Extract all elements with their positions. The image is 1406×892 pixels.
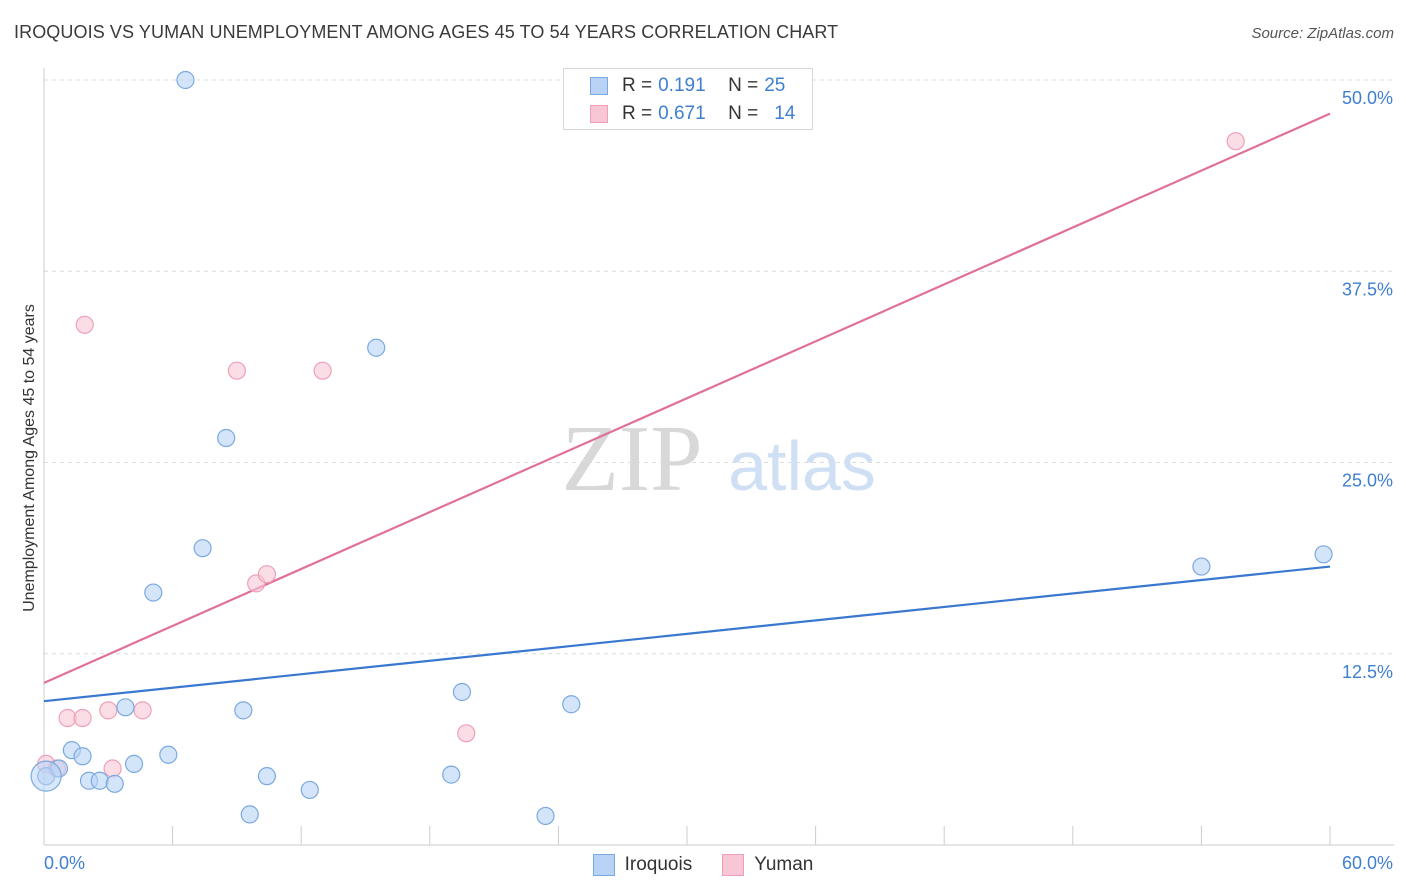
trend-line-iroquois — [43, 565, 1331, 703]
n-value: 25 — [764, 75, 786, 96]
r-value: 0.671 — [658, 103, 706, 124]
n-label: N = — [728, 103, 759, 124]
series-legend: Iroquois Yuman — [0, 852, 1406, 878]
point-iroquois — [105, 774, 124, 793]
trend-line-yuman — [43, 112, 1331, 684]
point-yuman — [457, 724, 476, 743]
scatter-points — [30, 70, 1333, 826]
point-iroquois — [159, 745, 178, 764]
y-tick-label: 50.0% — [1342, 88, 1393, 108]
watermark-zip: ZIP — [562, 407, 703, 511]
point-yuman — [1226, 132, 1245, 151]
point-iroquois — [73, 747, 92, 766]
correlation-legend: R = 0.191 N = 25 R = 0.671 N = 14 — [563, 68, 813, 130]
legend-label-iroquois: Iroquois — [624, 854, 693, 875]
r-label: R = — [622, 75, 653, 96]
point-iroquois — [193, 539, 212, 558]
point-iroquois — [176, 70, 195, 90]
point-iroquois — [367, 338, 386, 357]
n-value: 14 — [774, 103, 796, 124]
point-yuman — [257, 565, 277, 584]
point-iroquois — [90, 771, 109, 790]
point-yuman — [313, 361, 332, 380]
axes — [43, 68, 1394, 846]
y-tick-labels: 12.5% 25.0% 37.5% 50.0% — [1342, 88, 1393, 682]
point-iroquois — [562, 695, 581, 714]
y-tick-label: 12.5% — [1342, 662, 1393, 682]
iroquois-swatch — [590, 77, 608, 95]
legend-label-yuman: Yuman — [754, 854, 814, 875]
point-iroquois — [240, 805, 259, 824]
source-label: Source: ZipAtlas.com — [1251, 25, 1394, 42]
chart-title: IROQUOIS VS YUMAN UNEMPLOYMENT AMONG AGE… — [14, 22, 839, 42]
legend-row-iroquois: R = 0.191 N = 25 — [590, 73, 785, 99]
point-iroquois — [124, 754, 144, 774]
point-yuman — [133, 701, 152, 720]
y-tick-label: 25.0% — [1342, 471, 1393, 491]
point-iroquois — [257, 767, 277, 786]
iroquois-swatch — [592, 854, 615, 876]
point-iroquois — [234, 701, 253, 720]
point-iroquois — [536, 806, 555, 826]
point-iroquois — [1192, 557, 1211, 576]
point-iroquois — [144, 583, 163, 602]
yuman-swatch — [590, 105, 608, 123]
point-iroquois — [116, 698, 135, 717]
yuman-swatch — [722, 854, 745, 876]
legend-item-yuman: Yuman — [722, 854, 813, 876]
point-yuman — [99, 701, 118, 720]
r-label: R = — [622, 103, 653, 124]
x-tick-label-max: 60.0% — [1342, 853, 1393, 873]
point-iroquois-cluster — [30, 760, 62, 792]
y-axis-label: Unemployment Among Ages 45 to 54 years — [21, 304, 38, 612]
point-iroquois — [300, 780, 319, 800]
watermark-atlas: atlas — [728, 427, 876, 505]
x-tick-label-min: 0.0% — [44, 853, 85, 873]
n-label: N = — [728, 75, 759, 96]
point-yuman — [227, 361, 246, 380]
point-yuman — [73, 708, 92, 728]
point-yuman — [103, 759, 122, 778]
y-tick-label: 37.5% — [1342, 279, 1393, 299]
grid-lines — [44, 79, 1394, 655]
point-iroquois — [217, 428, 236, 448]
point-iroquois — [452, 682, 472, 702]
point-iroquois — [442, 765, 461, 784]
watermark: ZIP atlas — [562, 407, 876, 511]
point-iroquois — [1314, 545, 1333, 564]
point-yuman — [75, 315, 94, 334]
r-value: 0.191 — [658, 75, 706, 96]
legend-row-yuman: R = 0.671 N = 14 — [590, 101, 795, 127]
legend-item-iroquois: Iroquois — [592, 854, 693, 876]
